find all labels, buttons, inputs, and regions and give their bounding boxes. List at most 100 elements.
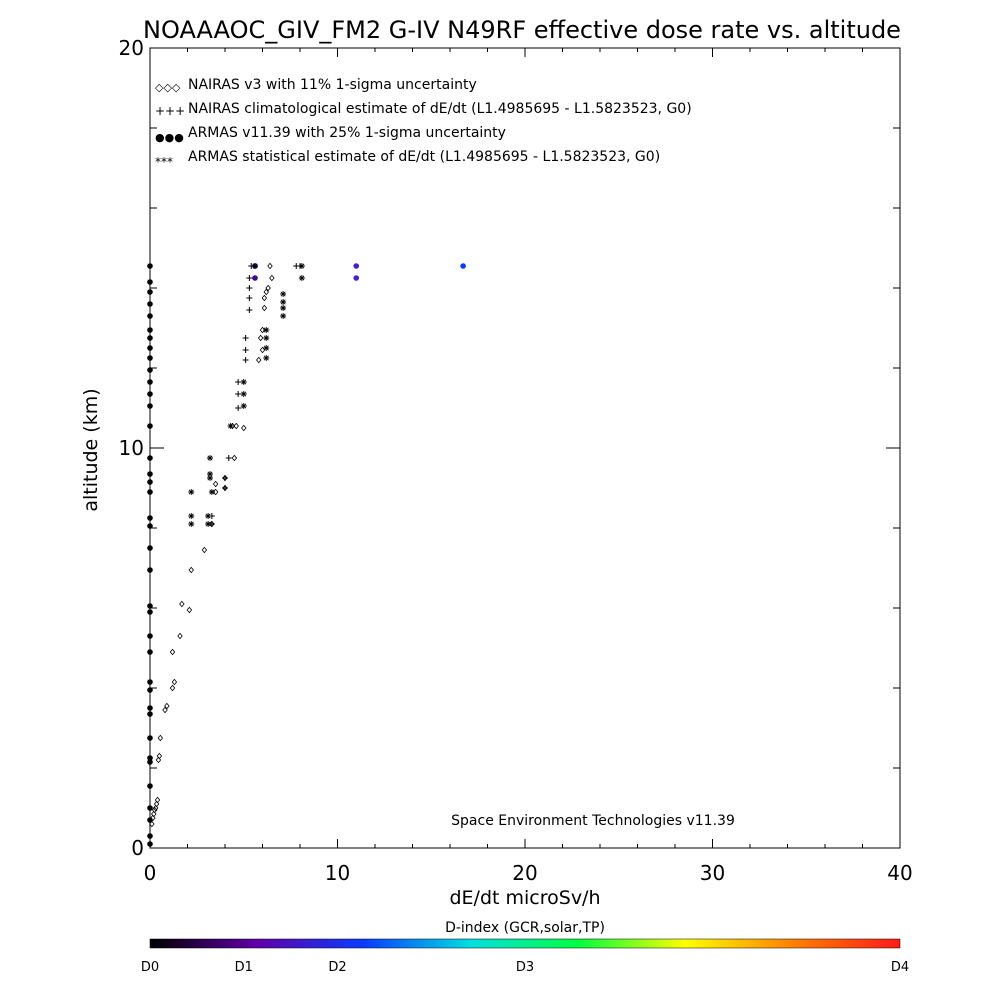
nairas-point [257, 334, 264, 342]
armas-point [147, 633, 153, 639]
armas-point [147, 805, 153, 811]
armas-stat-point [227, 423, 234, 429]
armas-point [147, 833, 153, 839]
armas-point [147, 679, 153, 685]
armas-stat-point [263, 335, 270, 341]
legend-marker-armas: ●●● [155, 131, 184, 144]
nairas-point [153, 800, 160, 808]
y-axis-label: altitude (km) [80, 388, 102, 511]
armas-point [147, 489, 153, 495]
armas-stat-point [205, 521, 212, 527]
armas-stat-point [207, 475, 213, 481]
y-tick-label: 0 [131, 836, 144, 860]
nairas-point [231, 454, 238, 462]
armas-stat-point [263, 327, 270, 333]
nairas-clim-point [222, 485, 228, 491]
armas-stat-point [263, 355, 270, 361]
nairas-clim-point [242, 347, 249, 353]
legend-marker-nairas-clim: +++ [155, 104, 185, 118]
armas-point [147, 817, 153, 823]
nairas-point [263, 288, 269, 296]
armas-point [147, 289, 153, 295]
colorbar-tick-label: D2 [328, 960, 346, 975]
armas-point [147, 355, 153, 361]
x-tick-label: 0 [144, 861, 157, 885]
nairas-clim-point [242, 357, 249, 363]
armas-stat-point [263, 345, 270, 351]
nairas-point [179, 600, 185, 608]
armas-point [147, 735, 153, 741]
nairas-point [233, 422, 239, 430]
armas-stat-point [188, 513, 195, 519]
nairas-point [212, 480, 219, 488]
armas-point [353, 275, 360, 281]
nairas-point [169, 684, 176, 692]
colorbar-tick-label: D0 [141, 960, 159, 975]
armas-point [147, 609, 153, 615]
armas-stat-point [240, 391, 247, 397]
armas-point [147, 783, 153, 789]
armas-point [147, 603, 153, 609]
armas-stat-point [280, 305, 287, 311]
colorbar [149, 938, 901, 949]
nairas-point [164, 702, 170, 710]
armas-stat-point [280, 313, 287, 319]
nairas-clim-point [225, 455, 232, 461]
nairas-point [162, 706, 168, 714]
armas-point [147, 649, 153, 655]
nairas-point [186, 606, 193, 614]
nairas-point [149, 820, 155, 828]
armas-stat-point [240, 379, 247, 385]
armas-point [147, 313, 153, 319]
armas-point [147, 279, 153, 285]
nairas-point [256, 356, 262, 364]
y-tick-label: 20 [119, 36, 144, 60]
armas-point [353, 263, 360, 269]
nairas-point [259, 326, 266, 334]
armas-point [147, 263, 153, 269]
colorbar-tick-label: D4 [891, 960, 909, 975]
nairas-clim-point [235, 405, 242, 411]
colorbar-title: D-index (GCR,solar,TP) [445, 920, 605, 936]
nairas-point [201, 546, 208, 554]
armas-point [147, 545, 153, 551]
nairas-point [156, 752, 163, 760]
nairas-point [151, 806, 158, 814]
armas-stat-point [207, 471, 213, 477]
legend-label-nairas: NAIRAS v3 with 11% 1-sigma uncertainty [188, 77, 477, 93]
colorbar-tick-label: D3 [516, 960, 534, 975]
nairas-point [177, 632, 183, 640]
nairas-clim-point [235, 379, 242, 385]
axis-ticks: 0 10 20 30 40 0 10 20 [119, 36, 913, 885]
armas-point [147, 479, 153, 485]
armas-stat-point [207, 455, 213, 461]
armas-point [147, 391, 153, 397]
nairas-point [267, 262, 273, 270]
armas-stat-point [280, 299, 287, 305]
armas-point [147, 523, 153, 529]
x-axis-label: dE/dt microSv/h [449, 887, 600, 909]
armas-stat-point [188, 521, 195, 527]
legend-label-armas-stat: ARMAS statistical estimate of dE/dt (L1.… [188, 149, 660, 165]
x-tick-label: 30 [700, 861, 725, 885]
nairas-point [188, 566, 194, 574]
armas-point [147, 711, 153, 717]
armas-point [460, 263, 466, 269]
armas-point [147, 841, 153, 847]
armas-stat-point [280, 291, 287, 297]
armas-point [252, 275, 258, 281]
colorbar-labels: D0 D1 D2 D3 D4 [141, 960, 909, 975]
credit-text: Space Environment Technologies v11.39 [451, 813, 735, 829]
armas-point [147, 755, 153, 761]
nairas-clim-point [246, 285, 253, 291]
nairas-point [150, 814, 156, 822]
legend: ◇◇◇ NAIRAS v3 with 11% 1-sigma uncertain… [155, 77, 692, 169]
nairas-point [155, 756, 162, 764]
armas-point [147, 567, 153, 573]
legend-label-armas: ARMAS v11.39 with 25% 1-sigma uncertaint… [188, 125, 506, 141]
armas-point [147, 335, 153, 341]
chart-title: NOAAAOC_GIV_FM2 G-IV N49RF effective dos… [143, 16, 901, 44]
legend-label-nairas-clim: NAIRAS climatological estimate of dE/dt … [188, 101, 692, 117]
nairas-point [169, 648, 176, 656]
